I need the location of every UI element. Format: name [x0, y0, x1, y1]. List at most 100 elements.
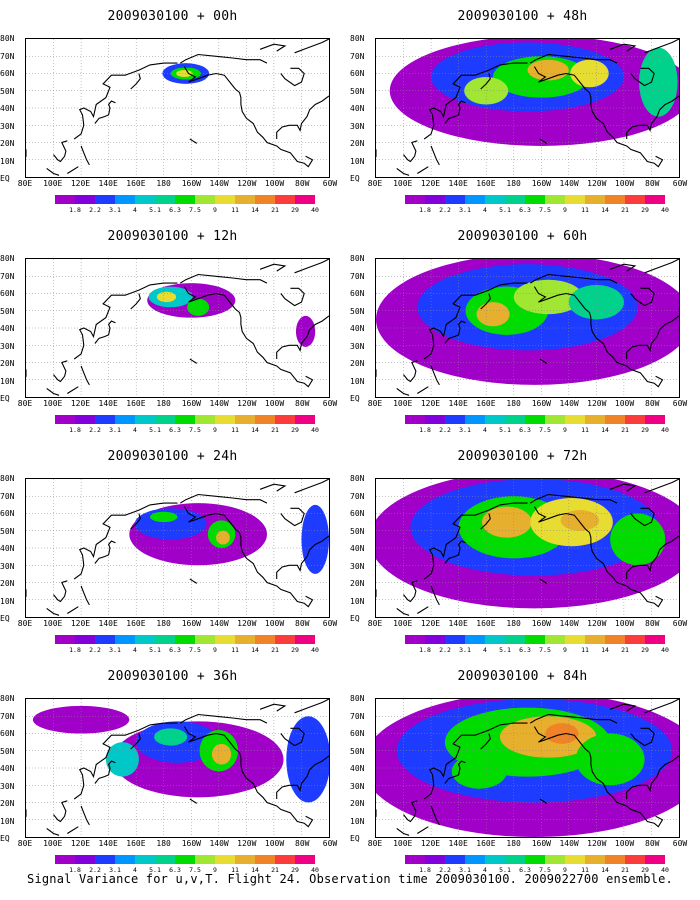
- coastline: [396, 387, 410, 396]
- map-panel: 2009030100 + 12h 80N 70N 60N 50N 40N 30N 20N 10N…: [0, 228, 345, 448]
- lon-tick-label: 120E: [420, 839, 441, 848]
- colorbar-swatch: [525, 415, 545, 424]
- lat-tick-label: 40N: [0, 544, 15, 553]
- lon-tick-label: 140E: [98, 399, 118, 408]
- colorbar-label: 5.1: [499, 206, 511, 214]
- coastline: [294, 479, 329, 494]
- colorbar-label: 7.5: [189, 646, 201, 654]
- colorbar-label: 7.5: [539, 646, 551, 654]
- lat-tick-label: 10N: [0, 156, 15, 166]
- variance-region: [187, 298, 210, 316]
- lon-tick-label: 160E: [476, 399, 496, 408]
- colorbar-swatch: [175, 855, 195, 864]
- coastline: [644, 39, 679, 54]
- lon-tick-label: 60W: [322, 179, 338, 188]
- colorbar-label: 21: [271, 206, 279, 214]
- lat-tick-label: EQ: [350, 614, 360, 623]
- coastline: [259, 703, 287, 712]
- coastline: [423, 502, 528, 580]
- lon-tick-label: 120E: [420, 399, 441, 408]
- lat-tick-label: 70N: [0, 271, 15, 281]
- colorbar-label: 7.5: [539, 866, 551, 874]
- coastline: [430, 145, 440, 166]
- lon-tick-label: 60W: [672, 619, 688, 628]
- colorbar-swatch: [425, 415, 445, 424]
- colorbar-swatch: [545, 635, 565, 644]
- coastline: [180, 713, 268, 724]
- colorbar-label: 1.8: [419, 206, 431, 214]
- lon-tick-label: 160E: [126, 399, 146, 408]
- coastline: [444, 320, 466, 344]
- colorbar-swatch: [625, 415, 645, 424]
- colorbar-label: 11: [581, 426, 589, 434]
- colorbar-swatch: [75, 195, 95, 204]
- colorbar-label: 21: [621, 866, 629, 874]
- panel-title: 2009030100 + 48h: [457, 9, 588, 24]
- coastline: [539, 578, 548, 584]
- colorbar-label: 14: [251, 426, 259, 434]
- colorbar-swatch: [605, 415, 625, 424]
- colorbar-label: 4: [133, 426, 137, 434]
- lat-tick-label: 30N: [350, 561, 365, 571]
- lon-tick-label: 160W: [181, 399, 201, 408]
- lon-tick-label: 140E: [448, 619, 468, 628]
- colorbar-swatch: [135, 855, 155, 864]
- lon-tick-label: 140E: [448, 839, 468, 848]
- colorbar-swatch: [525, 635, 545, 644]
- lat-tick-label: 80N: [350, 474, 365, 483]
- coastline: [609, 43, 637, 52]
- coastline: [480, 513, 491, 530]
- colorbar-label: 6.3: [169, 206, 181, 214]
- lon-tick-label: 140W: [209, 179, 229, 188]
- coastline: [53, 580, 68, 603]
- colorbar-label: 21: [271, 426, 279, 434]
- colorbar-label: 9: [213, 206, 217, 214]
- colorbar-label: 5.1: [149, 646, 161, 654]
- lon-tick-label: 120W: [237, 179, 257, 188]
- lon-tick-label: 180: [506, 619, 521, 628]
- colorbar-label: 7.5: [189, 206, 201, 214]
- colorbar-swatch: [155, 635, 175, 644]
- lon-tick-label: 100W: [614, 839, 635, 848]
- colorbar-label: 14: [251, 206, 259, 214]
- colorbar-label: 11: [231, 866, 239, 874]
- colorbar-swatch: [405, 635, 425, 644]
- lon-tick-label: 120W: [587, 179, 607, 188]
- coastline: [630, 507, 655, 527]
- lat-tick-label: 70N: [350, 51, 365, 61]
- coastline: [180, 273, 268, 284]
- colorbar-label: 40: [661, 646, 669, 654]
- colorbar-label: 21: [621, 646, 629, 654]
- lat-tick-label: 20N: [0, 359, 15, 368]
- colorbar-label: 40: [661, 426, 669, 434]
- coastline: [533, 286, 664, 388]
- colorbar-swatch: [405, 855, 425, 864]
- coastline: [444, 540, 466, 564]
- colorbar-label: 40: [661, 206, 669, 214]
- lat-tick-label: EQ: [350, 174, 360, 183]
- coastline: [259, 483, 287, 492]
- colorbar-swatch: [485, 415, 505, 424]
- coastline: [294, 39, 329, 54]
- colorbar-label: 11: [581, 646, 589, 654]
- colorbar-label: 9: [213, 866, 217, 874]
- lon-tick-label: 120W: [237, 619, 257, 628]
- lon-tick-label: 120W: [587, 619, 607, 628]
- coastline: [67, 166, 79, 174]
- lat-tick-label: 40N: [0, 104, 15, 113]
- colorbar-swatch: [295, 855, 315, 864]
- colorbar-label: 9: [213, 646, 217, 654]
- lat-tick-label: 80N: [0, 254, 15, 263]
- colorbar-swatch: [115, 855, 135, 864]
- coastline: [94, 540, 116, 564]
- lat-tick-label: 40N: [0, 324, 15, 333]
- lon-tick-label: 180: [156, 399, 171, 408]
- colorbar-label: 29: [641, 866, 649, 874]
- colorbar-swatch: [235, 855, 255, 864]
- colorbar-label: 2.2: [439, 426, 451, 434]
- coastline: [280, 67, 305, 87]
- lon-tick-label: 160W: [181, 179, 201, 188]
- lat-tick-label: 40N: [0, 764, 15, 773]
- colorbar-swatch: [275, 415, 295, 424]
- colorbar-label: 3.1: [109, 866, 121, 874]
